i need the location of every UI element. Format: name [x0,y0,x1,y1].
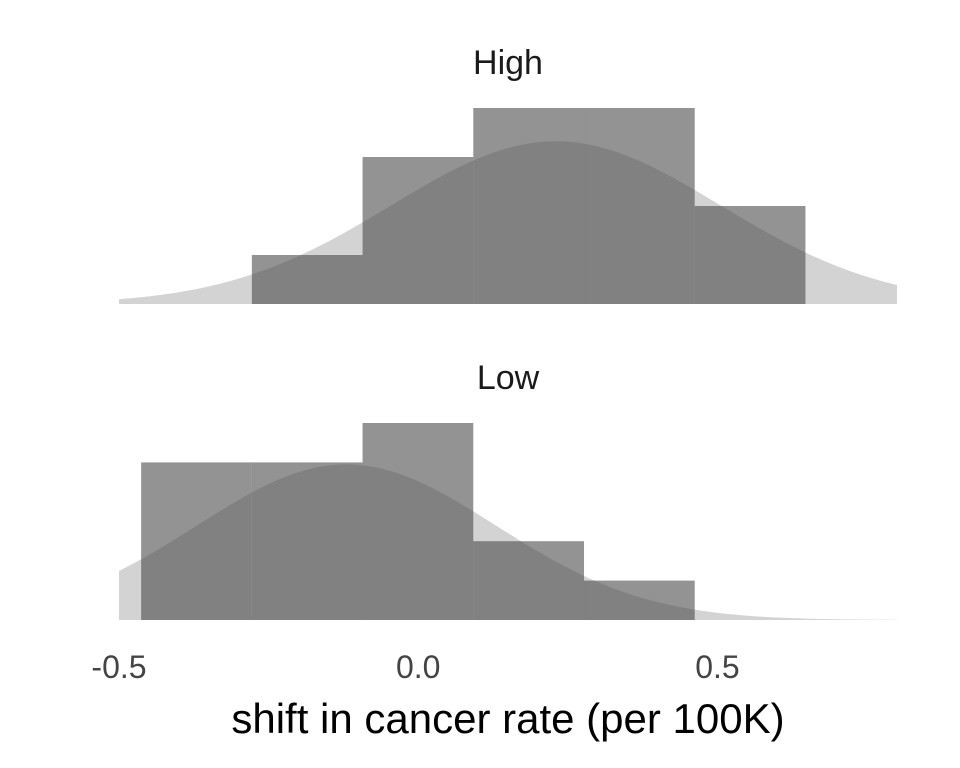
panel-title-high: High [473,44,543,82]
x-tick-label: -0.5 [91,649,146,685]
histogram-bars-high [251,108,806,304]
histogram-bar-low-1 [251,462,363,620]
histogram-bar-high-0 [251,255,363,304]
histogram-bar-low-0 [141,462,252,620]
histogram-bars-low [141,423,695,620]
histogram-bar-high-1 [362,157,474,304]
x-axis-ticks: -0.5 0.0 0.5 [91,649,739,685]
histogram-bar-high-3 [584,108,695,304]
x-tick-label: 0.5 [695,649,739,685]
histogram-bar-high-2 [473,108,585,304]
x-tick-label: 0.0 [396,649,440,685]
histogram-bar-low-2 [362,423,474,620]
histogram-bar-low-3 [473,541,585,620]
panel-high: High [119,44,897,304]
histogram-bar-high-4 [694,206,806,304]
histogram-bar-low-4 [584,580,695,620]
panel-title-low: Low [477,359,540,397]
panel-low: Low [119,359,897,620]
x-axis-title: shift in cancer rate (per 100K) [231,695,784,742]
